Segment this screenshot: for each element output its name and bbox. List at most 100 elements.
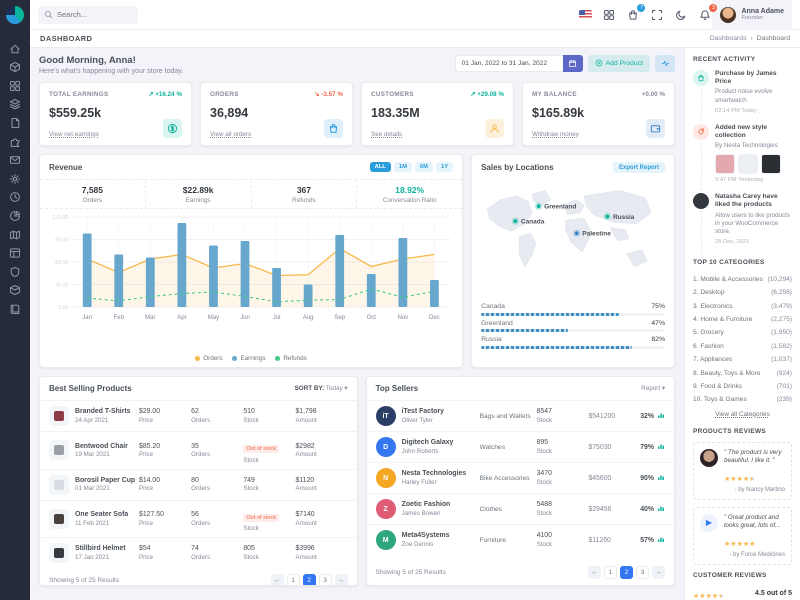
page-next-button[interactable]: → bbox=[652, 566, 665, 579]
seller-company: Zoetic Fashion bbox=[401, 501, 451, 509]
sidebar-item-box[interactable] bbox=[7, 59, 23, 75]
revenue-stat-label: Earnings bbox=[185, 197, 211, 204]
category-name: 7. Appliances bbox=[693, 356, 733, 364]
seller-row[interactable]: iT iTest Factory Oliver Tyler Bags and W… bbox=[366, 400, 674, 431]
sidebar-item-map[interactable] bbox=[7, 227, 23, 243]
category-row[interactable]: 10. Toys & Games (239) bbox=[693, 393, 792, 406]
cart-icon[interactable]: 7 bbox=[626, 3, 646, 22]
page-button-3[interactable]: 3 bbox=[636, 566, 649, 579]
seller-row[interactable]: Z Zoetic Fashion James Bowen Clothes 548… bbox=[366, 493, 674, 524]
wallet-icon bbox=[646, 119, 665, 138]
tab-1y[interactable]: 1Y bbox=[435, 162, 454, 172]
date-range-input[interactable]: 01 Jan, 2022 to 31 Jan, 2022 bbox=[454, 55, 563, 72]
category-count: (1,582) bbox=[771, 342, 792, 350]
breadcrumb-root[interactable]: Dashboards bbox=[709, 35, 747, 42]
stat-delta: ↗ +16.24 % bbox=[148, 91, 182, 98]
category-row[interactable]: 3. Electronics (3,479) bbox=[693, 300, 792, 313]
page-prev-button[interactable]: ← bbox=[270, 574, 284, 585]
tab-6m[interactable]: 6M bbox=[414, 162, 433, 172]
export-report-button[interactable]: Export Report bbox=[612, 162, 665, 173]
product-amount: $1,798 bbox=[295, 408, 317, 416]
sidebar-item-layers[interactable] bbox=[7, 96, 23, 112]
stat-link[interactable]: View all orders bbox=[210, 131, 252, 138]
apps-grid-icon[interactable] bbox=[602, 8, 616, 22]
page-prev-button[interactable]: ← bbox=[588, 566, 601, 579]
product-row[interactable]: Bentwood Chair 19 Mar 2021 $85.20 Price 3… bbox=[40, 431, 357, 469]
top-sellers-results-text: Showing 5 of 25 Results bbox=[375, 569, 446, 576]
notifications-icon[interactable]: 3 bbox=[698, 3, 718, 22]
page-next-button[interactable]: → bbox=[334, 574, 348, 585]
sidebar-item-gear[interactable] bbox=[7, 171, 23, 187]
search-input[interactable] bbox=[57, 10, 132, 19]
calendar-button[interactable] bbox=[562, 55, 583, 72]
page-button-2[interactable]: 2 bbox=[302, 574, 316, 585]
world-map[interactable]: Greenland Canada Russia Palestine bbox=[472, 180, 674, 297]
category-row[interactable]: 5. Grocery (1,950) bbox=[693, 326, 792, 339]
search-box[interactable] bbox=[38, 5, 138, 24]
view-all-categories-link[interactable]: View all Categories bbox=[715, 410, 770, 418]
seller-row[interactable]: M Meta4Systems Zoe Dennis Furniture 4100… bbox=[366, 524, 674, 555]
page-title: DASHBOARD bbox=[40, 34, 93, 43]
chart-legend: Orders Earnings Refunds bbox=[40, 354, 462, 367]
revenue-stat-label: Conversation Ratio bbox=[382, 197, 437, 204]
seller-row[interactable]: N Nesta Technologies Harley Fuller Bike … bbox=[366, 462, 674, 493]
activity-time: 02:14 PM Today bbox=[715, 107, 757, 114]
stat-link[interactable]: Withdraw money bbox=[532, 131, 579, 138]
seller-percentage: 32% bbox=[640, 411, 665, 421]
app-logo-icon[interactable] bbox=[6, 6, 24, 24]
activity-thumbnails[interactable] bbox=[715, 154, 792, 175]
category-row[interactable]: 4. Home & Furniture (2,275) bbox=[693, 313, 792, 326]
seller-row[interactable]: D Digitech Galaxy John Roberts Watches 8… bbox=[366, 431, 674, 462]
top-sellers-card: Top Sellers Report ▾ iT iTest Factory Ol… bbox=[365, 376, 675, 586]
sidebar-item-cube[interactable] bbox=[7, 282, 23, 298]
page-button-1[interactable]: 1 bbox=[286, 574, 300, 585]
activity-subtitle: Product noise evolve smartwatch bbox=[715, 88, 773, 104]
page-button-1[interactable]: 1 bbox=[604, 566, 617, 579]
seller-percentage: 57% bbox=[640, 535, 665, 545]
category-row[interactable]: 7. Appliances (1,037) bbox=[693, 353, 792, 366]
product-row[interactable]: Stillbird Helmet 17 Jan 2021 $54 Price 74… bbox=[40, 537, 357, 568]
star-icon: ★ bbox=[736, 540, 743, 548]
sort-by-dropdown[interactable]: SORT BY: Today ▾ bbox=[294, 385, 348, 392]
sidebar-item-layout[interactable] bbox=[7, 245, 23, 261]
stat-value: $559.25k bbox=[49, 106, 102, 120]
add-product-button[interactable]: Add Product bbox=[587, 55, 650, 72]
category-row[interactable]: 1. Mobile & Accessories (10,294) bbox=[693, 273, 792, 286]
report-dropdown[interactable]: Report ▾ bbox=[641, 385, 665, 392]
product-row[interactable]: Branded T-Shirts 24 Apr 2021 $29.00 Price… bbox=[40, 400, 357, 431]
dark-mode-icon[interactable] bbox=[674, 8, 688, 22]
sidebar-item-puzzle[interactable] bbox=[7, 134, 23, 150]
svg-text:90.00: 90.00 bbox=[55, 237, 68, 243]
product-price: $14.00 bbox=[139, 476, 161, 484]
svg-text:Oct: Oct bbox=[367, 314, 377, 321]
sidebar-item-shield[interactable] bbox=[7, 264, 23, 280]
activity-pulse-button[interactable] bbox=[655, 55, 675, 72]
category-row[interactable]: 2. Desktop (6,256) bbox=[693, 286, 792, 299]
user-menu[interactable]: Anna Adame Founder bbox=[712, 0, 792, 30]
fullscreen-icon[interactable] bbox=[650, 8, 664, 22]
sidebar-item-mail[interactable] bbox=[7, 152, 23, 168]
product-row[interactable]: Borosil Paper Cup 01 Mar 2021 $14.00 Pric… bbox=[40, 468, 357, 500]
sidebar-item-home[interactable] bbox=[7, 41, 23, 57]
sidebar-item-grid[interactable] bbox=[7, 78, 23, 94]
page-button-2[interactable]: 2 bbox=[620, 566, 633, 579]
seller-amount: $75030 bbox=[588, 443, 612, 451]
category-row[interactable]: 8. Beauty, Toys & More (924) bbox=[693, 366, 792, 379]
flag-us-icon[interactable] bbox=[579, 10, 593, 19]
sidebar-item-book[interactable] bbox=[7, 301, 23, 317]
tab-all[interactable]: ALL bbox=[369, 162, 391, 172]
customer-score: 4.5 out of 5 bbox=[755, 590, 792, 598]
tab-1m[interactable]: 1M bbox=[393, 162, 412, 172]
category-row[interactable]: 9. Food & Drinks (701) bbox=[693, 380, 792, 393]
product-row[interactable]: One Seater Sofa 11 Feb 2021 $127.50 Price… bbox=[40, 499, 357, 538]
sidebar-item-file[interactable] bbox=[7, 115, 23, 131]
page-button-3[interactable]: 3 bbox=[318, 574, 332, 585]
stat-link[interactable]: View net earnings bbox=[49, 131, 99, 138]
sidebar-item-pie[interactable] bbox=[7, 208, 23, 224]
category-count: (701) bbox=[776, 382, 792, 390]
seller-amount: $45600 bbox=[588, 474, 612, 482]
category-row[interactable]: 6. Fashion (1,582) bbox=[693, 340, 792, 353]
out-of-stock-badge: Out of stock bbox=[243, 513, 280, 522]
stat-link[interactable]: See details bbox=[371, 131, 403, 138]
sidebar-item-clock[interactable] bbox=[7, 189, 23, 205]
